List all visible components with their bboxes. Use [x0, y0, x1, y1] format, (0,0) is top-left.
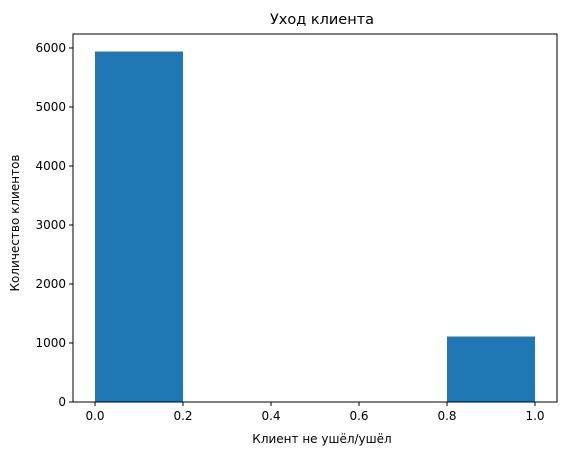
plot-frame — [72, 33, 558, 403]
y-axis-label: Количество клиентов — [8, 155, 22, 292]
y-tick-label-1: 1000 — [35, 336, 66, 350]
histogram-bar-0 — [95, 51, 183, 403]
chart-title: Уход клиента — [270, 12, 374, 28]
x-tick-label-3: 0.6 — [349, 409, 368, 423]
x-tick-label-1: 0.2 — [173, 409, 192, 423]
y-tick-label-4: 4000 — [35, 159, 66, 173]
y-tick-label-5: 5000 — [35, 100, 66, 114]
x-axis-label: Клиент не ушёл/ушёл — [252, 432, 391, 446]
x-tick-label-5: 1.0 — [525, 409, 544, 423]
histogram-bar-4 — [447, 336, 535, 402]
y-tick-label-6: 6000 — [35, 41, 66, 55]
y-tick-label-0: 0 — [58, 395, 66, 409]
x-tick-label-0: 0.0 — [85, 409, 104, 423]
x-axis-ticks: 0.0 0.2 0.4 0.6 0.8 1.0 — [85, 402, 545, 423]
x-tick-label-4: 0.8 — [437, 409, 456, 423]
bars-group — [95, 51, 535, 403]
y-tick-label-2: 2000 — [35, 277, 66, 291]
y-axis-ticks: 0 1000 2000 3000 4000 5000 6000 — [35, 41, 73, 409]
y-tick-label-3: 3000 — [35, 218, 66, 232]
x-tick-label-2: 0.4 — [261, 409, 280, 423]
